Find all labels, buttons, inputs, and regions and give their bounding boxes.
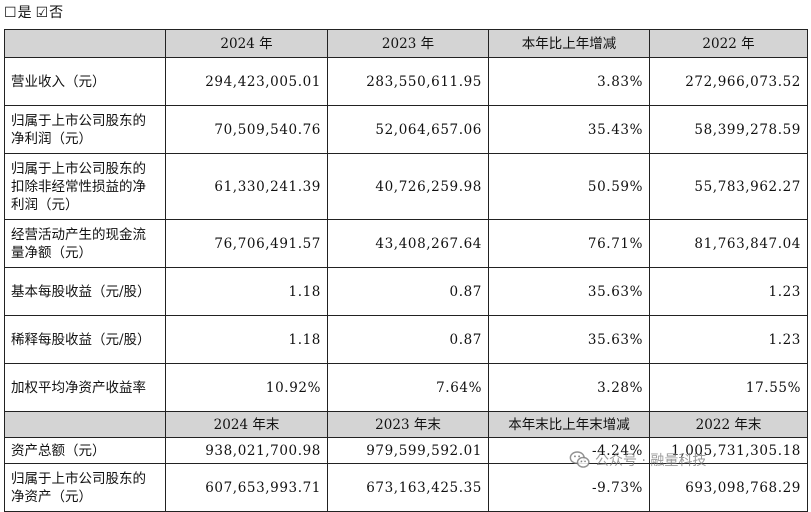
value-2024: 61,330,241.39 (165, 153, 328, 220)
row-label: 归属于上市公司股东的净利润（元） (4, 105, 166, 154)
value-2022: 58,399,278.59 (649, 105, 808, 154)
value-2023: 52,064,657.06 (327, 105, 489, 154)
table-row: 归属于上市公司股东的扣除非经常性损益的净利润（元） 61,330,241.39 40… (4, 153, 808, 220)
value-2024: 76,706,491.57 (165, 219, 328, 268)
option-no-label: 否 (49, 5, 64, 21)
column-header (4, 411, 166, 438)
value-2024: 294,423,005.01 (165, 57, 328, 106)
value-2024: 70,509,540.76 (165, 105, 328, 154)
value-2022: 1,005,731,305.18 (649, 437, 808, 464)
financial-data-table: 2024 年 2023 年本年比上年增减 2022 年营业收入（元） 294,423,… (4, 29, 808, 512)
value-2024: 607,653,993.71 (165, 463, 328, 512)
column-header: 2022 年 (649, 29, 808, 58)
column-header: 2024 年 (165, 29, 328, 58)
value-change: 35.63% (488, 267, 650, 316)
value-2023: 979,599,592.01 (327, 437, 489, 464)
option-yes-label: 是 (17, 5, 32, 21)
row-label: 基本每股收益（元/股） (4, 267, 166, 316)
table-row: 归属于上市公司股东的净利润（元） 70,509,540.76 52,064,657.… (4, 105, 808, 154)
value-2023: 0.87 (327, 315, 489, 364)
disclosure-options: ☐ 是 ☑ 否 (4, 3, 67, 23)
value-2022: 17.55% (649, 363, 808, 412)
row-label: 归属于上市公司股东的净资产（元） (4, 463, 166, 512)
value-change: 3.83% (488, 57, 650, 106)
row-label: 营业收入（元） (4, 57, 166, 106)
value-2022: 81,763,847.04 (649, 219, 808, 268)
value-2022: 1.23 (649, 267, 808, 316)
row-label: 经营活动产生的现金流量净额（元） (4, 219, 166, 268)
value-2024: 1.18 (165, 315, 328, 364)
column-header: 2023 年末 (327, 411, 489, 438)
value-2023: 7.64% (327, 363, 489, 412)
column-header: 本年比上年增减 (488, 29, 650, 58)
value-change: 35.43% (488, 105, 650, 154)
value-change: 50.59% (488, 153, 650, 220)
unchecked-box-icon: ☐ (4, 5, 17, 21)
value-change: 3.28% (488, 363, 650, 412)
row-label: 资产总额（元） (4, 437, 166, 464)
value-2022: 1.23 (649, 315, 808, 364)
row-label: 加权平均净资产收益率 (4, 363, 166, 412)
value-2023: 43,408,267.64 (327, 219, 489, 268)
column-header: 2024 年末 (165, 411, 328, 438)
checked-box-icon: ☑ (35, 5, 49, 21)
watermark-text: 公众号 · 融量科技 (595, 453, 707, 469)
column-header (4, 29, 166, 58)
table-row: 加权平均净资产收益率 10.92% 7.64% 3.28% 17.55% (4, 363, 808, 412)
value-2023: 673,163,425.35 (327, 463, 489, 512)
value-2023: 40,726,259.98 (327, 153, 489, 220)
value-2024: 10.92% (165, 363, 328, 412)
header-row: 2024 年末 2023 年末 本年末比上年末增减 2022 年末 (4, 411, 808, 438)
watermark: 公众号 · 融量科技 (569, 447, 706, 473)
value-2024: 938,021,700.98 (165, 437, 328, 464)
column-header: 2022 年末 (649, 411, 808, 438)
table-row: 营业收入（元） 294,423,005.01 283,550,611.95 3.83%… (4, 57, 808, 106)
value-2023: 283,550,611.95 (327, 57, 489, 106)
value-2022: 272,966,073.52 (649, 57, 808, 106)
option-yes[interactable]: ☐ 是 (4, 3, 32, 23)
row-label: 稀释每股收益（元/股） (4, 315, 166, 364)
value-2023: 0.87 (327, 267, 489, 316)
value-change: -4.24% (488, 437, 650, 464)
financial-data-table-body: 2024 年 2023 年本年比上年增减 2022 年营业收入（元） 294,423,… (4, 29, 808, 512)
option-no[interactable]: ☑ 否 (36, 3, 64, 23)
column-header: 本年末比上年末增减 (488, 411, 650, 438)
value-2024: 1.18 (165, 267, 328, 316)
table-row: 基本每股收益（元/股） 1.18 0.87 35.63% 1.23 (4, 267, 808, 316)
table-row: 经营活动产生的现金流量净额（元） 76,706,491.57 43,408,267.… (4, 219, 808, 268)
value-change: 35.63% (488, 315, 650, 364)
table-row: 资产总额（元） 938,021,700.98 979,599,592.01 -4.24… (4, 437, 808, 464)
value-2022: 55,783,962.27 (649, 153, 808, 220)
wechat-icon (569, 451, 590, 468)
column-header: 2023 年 (327, 29, 489, 58)
table-row: 稀释每股收益（元/股） 1.18 0.87 35.63% 1.23 (4, 315, 808, 364)
value-change: 76.71% (488, 219, 650, 268)
row-label: 归属于上市公司股东的扣除非经常性损益的净利润（元） (4, 153, 166, 220)
header-row: 2024 年 2023 年本年比上年增减 2022 年 (4, 29, 808, 58)
